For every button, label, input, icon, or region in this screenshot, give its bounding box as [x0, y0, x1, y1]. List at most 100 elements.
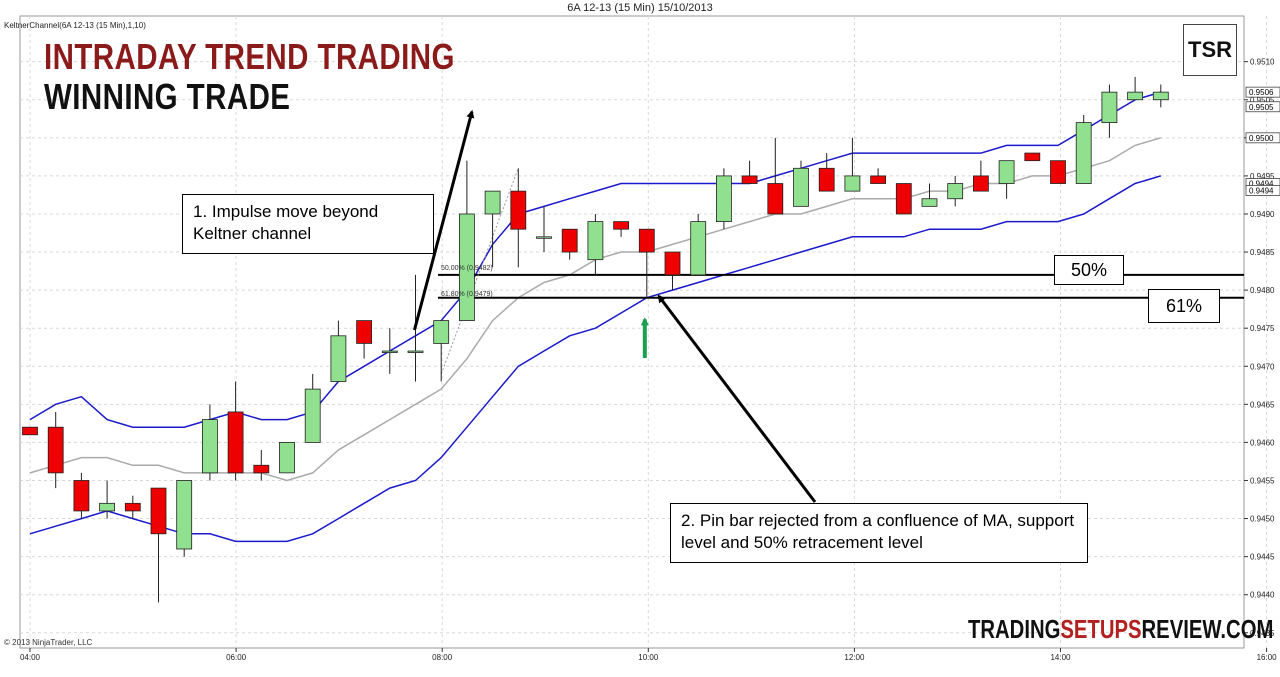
x-tick-label: 16:00 — [1257, 653, 1278, 662]
bear-candle — [356, 320, 373, 344]
bear-candle — [73, 480, 90, 512]
y-tick-label: 0.9510 — [1250, 58, 1275, 67]
bull-candle — [998, 160, 1015, 184]
window-title: 6A 12-13 (15 Min) 15/10/2013 — [567, 2, 713, 14]
price-tag-label: 0.9494 — [1249, 180, 1274, 189]
brand-part3: REVIEW.COM — [1141, 614, 1274, 644]
bear-candle — [767, 183, 784, 215]
bear-candle — [227, 411, 244, 474]
y-tick-label: 0.9460 — [1250, 438, 1275, 447]
fib-anchor-line — [440, 168, 519, 375]
y-tick-label: 0.9475 — [1250, 324, 1275, 333]
bull-candle — [1075, 122, 1092, 184]
bear-candle — [1050, 160, 1066, 184]
candlesticks-layer — [22, 76, 1169, 603]
bear-candle — [613, 221, 629, 230]
bull-candle — [176, 480, 193, 550]
bull-candle — [330, 335, 347, 382]
arrows-layer — [413, 109, 817, 503]
bull-candle — [921, 198, 938, 207]
price-tag — [1245, 101, 1280, 113]
y-tick-label: 0.9505 — [1250, 96, 1275, 105]
price-tag — [1245, 86, 1280, 98]
headline-line1: INTRADAY TREND TRADING — [44, 36, 455, 77]
bear-candle — [870, 175, 886, 184]
bear-candle — [253, 464, 270, 474]
bull-candle — [716, 175, 732, 222]
fib-label-61: 61.80% (0.9479) — [441, 291, 493, 298]
bull-candle — [433, 320, 450, 344]
bull-candle — [793, 167, 809, 207]
x-tick-label: 06:00 — [226, 653, 247, 662]
bull-candle — [99, 502, 115, 512]
bear-candle — [510, 190, 527, 230]
bear-candle — [973, 175, 989, 192]
brand-part2: SETUPS — [1060, 614, 1142, 644]
pinbar-annotation: 2. Pin bar rejected from a confluence of… — [670, 503, 1088, 563]
x-tick-label: 12:00 — [844, 653, 865, 662]
plot-frame — [19, 15, 1245, 649]
level-box-61: 61% — [1148, 289, 1220, 323]
bull-candle — [844, 175, 861, 192]
y-tick-label: 0.9470 — [1250, 362, 1275, 371]
bull-candle — [201, 419, 218, 474]
bull-candle — [1152, 91, 1169, 101]
bull-candle — [279, 442, 295, 474]
bull-candle — [1101, 91, 1118, 124]
y-tick-label: 0.9435 — [1250, 629, 1275, 638]
impulse-arrow — [413, 109, 475, 331]
keltner-channel-layer — [29, 91, 1162, 543]
y-tick-label: 0.9450 — [1250, 515, 1275, 524]
brand-part1: TRADING — [968, 614, 1061, 644]
tsr-logo: TSR — [1183, 24, 1237, 76]
bull-candle — [484, 190, 501, 215]
x-tick-label: 08:00 — [432, 653, 453, 662]
headline-line2: WINNING TRADE — [44, 76, 291, 117]
x-tick-label: 04:00 — [20, 653, 41, 662]
price-tag — [1245, 132, 1280, 144]
bull-candle — [1127, 91, 1143, 101]
x-tick-label: 10:00 — [638, 653, 659, 662]
y-tick-label: 0.9480 — [1250, 286, 1275, 295]
copyright: © 2013 NinjaTrader, LLC — [4, 638, 93, 647]
bull-candle — [407, 350, 424, 353]
bear-candle — [47, 426, 64, 474]
level-box-50: 50% — [1054, 255, 1124, 285]
x-tick-label: 14:00 — [1050, 653, 1071, 662]
y-tick-label: 0.9440 — [1250, 591, 1275, 600]
bear-candle — [638, 228, 655, 253]
brand-watermark: TRADINGSETUPSREVIEW.COM — [968, 614, 1273, 645]
upper-band-line — [29, 91, 1162, 428]
bull-candle — [304, 388, 321, 443]
fib-label-50: 50.00% (0.9482) — [441, 265, 493, 272]
bear-candle — [895, 183, 912, 215]
y-tick-label: 0.9485 — [1250, 248, 1275, 257]
bull-candle — [381, 350, 398, 353]
y-axis: 0.9510 0.9505 0.9500 0.9495 0.9490 0.9485 0.94… — [1244, 58, 1280, 638]
impulse-annotation: 1. Impulse move beyond Keltner channel — [182, 194, 434, 254]
pinbar-arrow — [657, 294, 817, 503]
bear-candle — [741, 175, 758, 184]
price-tag-label: 0.9494 — [1249, 187, 1274, 196]
bear-candle — [1024, 152, 1041, 162]
price-tag-label: 0.9505 — [1249, 103, 1274, 112]
bull-candle — [690, 221, 707, 276]
y-tick-label: 0.9495 — [1250, 172, 1275, 181]
y-tick-label: 0.9445 — [1250, 553, 1275, 562]
bear-candle — [22, 426, 38, 436]
bull-candle — [947, 183, 964, 200]
bear-candle — [150, 487, 167, 535]
x-axis: 04:00 06:00 08:00 10:00 12:00 14:00 16:00 — [20, 648, 1277, 662]
y-tick-label: 0.9490 — [1250, 210, 1275, 219]
bull-candle — [458, 213, 475, 321]
lower-band-line — [29, 175, 1162, 543]
price-tag — [1245, 185, 1280, 196]
bull-candle — [536, 236, 552, 239]
indicator-label: KeltnerChannel(6A 12-13 (15 Min),1,10) — [4, 21, 146, 30]
bear-candle — [561, 228, 578, 253]
mid-line — [29, 137, 1162, 482]
bear-candle — [818, 167, 835, 192]
bear-candle — [664, 251, 681, 276]
price-tag-label: 0.9500 — [1249, 134, 1274, 143]
